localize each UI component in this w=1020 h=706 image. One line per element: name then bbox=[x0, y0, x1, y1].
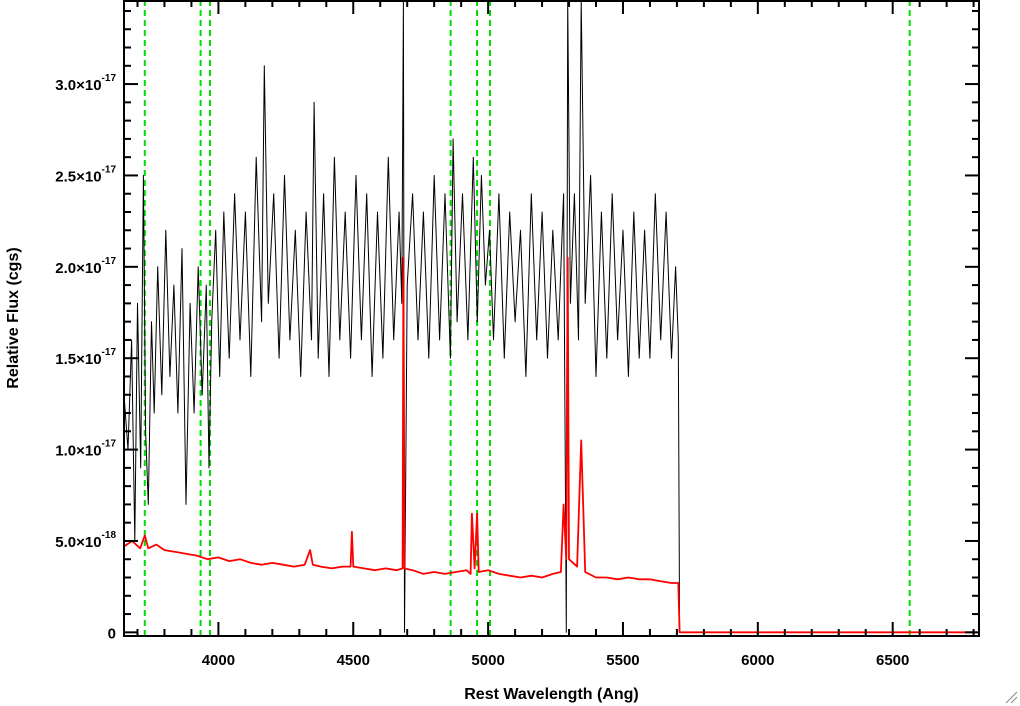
flux-spectrum-line bbox=[123, 0, 979, 633]
y-tick-label-3: 1.5×10-17 bbox=[55, 347, 116, 368]
y-tick-label-5: 2.5×10-17 bbox=[55, 164, 116, 185]
y-tick-label-0: 0 bbox=[108, 625, 116, 642]
resize-grip-icon[interactable] bbox=[1004, 690, 1018, 704]
y-tick-label-4: 2.0×10-17 bbox=[55, 256, 116, 277]
error-spectrum-line bbox=[123, 256, 979, 634]
x-tick-label-5500: 5500 bbox=[606, 652, 639, 669]
x-axis-label: Rest Wavelength (Ang) bbox=[464, 686, 639, 703]
x-tick-label-6500: 6500 bbox=[876, 652, 909, 669]
y-tick-label-1: 5.0×10-18 bbox=[55, 530, 116, 551]
x-tick-label-4000: 4000 bbox=[202, 652, 235, 669]
y-tick-label-6: 3.0×10-17 bbox=[55, 73, 116, 94]
series-layer bbox=[123, 0, 979, 634]
x-tick-label-5000: 5000 bbox=[471, 652, 504, 669]
y-tick-label-2: 1.0×10-17 bbox=[55, 439, 116, 460]
x-tick-label-6000: 6000 bbox=[741, 652, 774, 669]
y-axis-label: Relative Flux (cgs) bbox=[5, 247, 22, 388]
plot-frame bbox=[123, 0, 980, 637]
x-tick-label-4500: 4500 bbox=[337, 652, 370, 669]
tick-labels: 4000 4500 5000 5500 6000 6500 0 5.0×10-18 1.0×10… bbox=[55, 73, 909, 669]
axis-ticks bbox=[124, 0, 979, 636]
